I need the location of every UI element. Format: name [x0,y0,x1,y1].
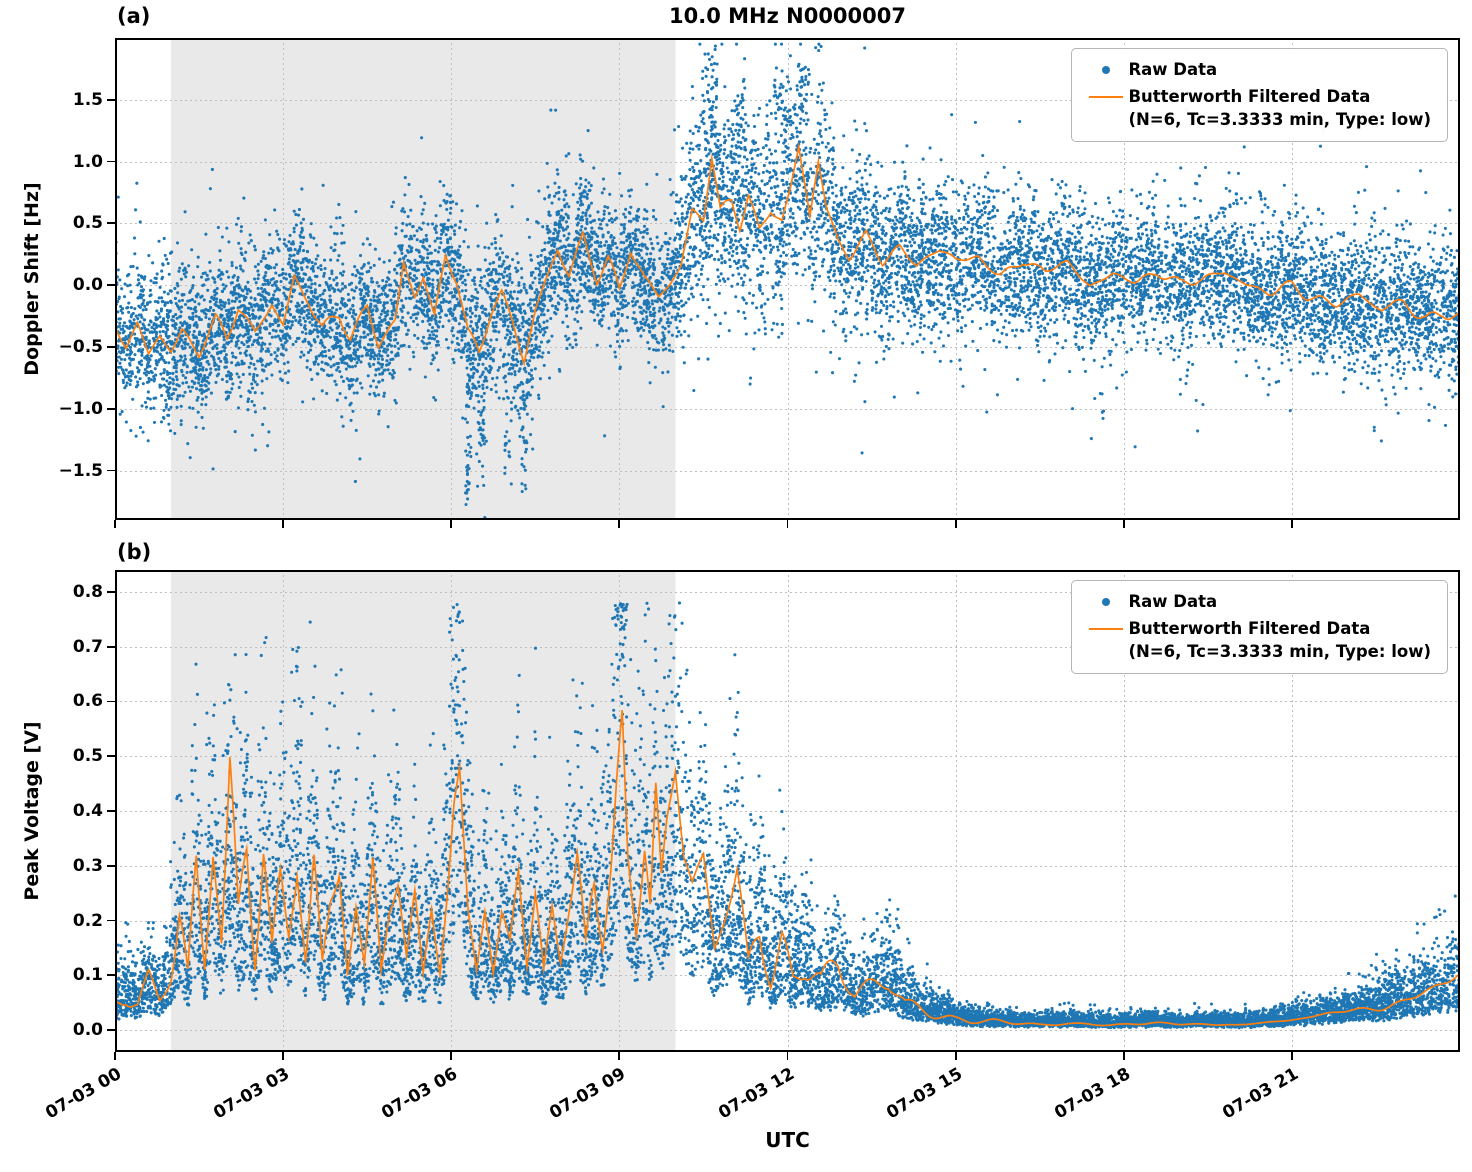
x-tick-mark [114,520,116,528]
filtered-data-legend-line1: Butterworth Filtered Data [1128,619,1371,639]
y-tick-mark [107,160,115,163]
x-tick-label: 07-03 09 [546,1064,630,1124]
filtered-data-legend-line2: (N=6, Tc=3.3333 min, Type: low) [1128,641,1431,661]
panel-b-legend: Raw Data Butterworth Filtered Data (N=6,… [1071,580,1448,674]
filtered-data-marker-icon [1089,628,1124,631]
y-tick-mark [107,974,115,977]
y-tick-label: 1.5 [72,89,103,110]
x-tick-label: 07-03 03 [210,1064,294,1124]
x-axis-label: UTC [765,1128,810,1152]
y-tick-mark [107,645,115,648]
y-tick-mark [107,919,115,922]
filtered-data-legend-line2: (N=6, Tc=3.3333 min, Type: low) [1128,109,1431,129]
x-tick-mark [1122,1052,1125,1060]
raw-data-marker-icon [1102,598,1111,606]
y-tick-label: 0.5 [72,213,103,234]
x-tick-mark [954,520,957,528]
x-tick-mark [114,1052,116,1060]
y-tick-mark [107,755,115,758]
x-tick-mark [1290,1052,1293,1060]
y-tick-label: 0.3 [72,855,103,876]
filtered-data-legend-line1: Butterworth Filtered Data [1128,87,1371,107]
y-tick-mark [107,284,115,287]
y-tick-mark [107,864,115,867]
panel-a-legend: Raw Data Butterworth Filtered Data (N=6,… [1071,48,1448,142]
y-tick-label: 0.7 [72,636,103,657]
x-tick-mark [282,520,285,528]
x-tick-mark [786,1052,789,1060]
filtered-data-legend-label: Butterworth Filtered Data (N=6, Tc=3.333… [1128,86,1431,131]
panel-b-label: (b) [117,540,152,564]
x-tick-label: 07-03 15 [882,1064,966,1124]
y-tick-mark [107,810,115,812]
y-tick-label: −0.5 [58,336,103,357]
y-tick-mark [107,407,115,410]
y-tick-label: 0.0 [72,275,103,296]
x-tick-mark [618,520,621,528]
chart-title: 10.0 MHz N0000007 [669,4,906,28]
y-tick-label: −1.5 [58,460,103,481]
y-tick-mark [107,1029,115,1031]
x-tick-mark [450,1052,453,1060]
y-tick-label: 0.2 [72,910,103,931]
y-tick-mark [107,222,115,225]
x-tick-mark [618,1052,621,1060]
raw-data-marker-icon [1102,66,1111,74]
y-tick-label: 0.5 [72,746,103,767]
raw-data-legend-label: Raw Data [1128,592,1218,611]
y-tick-mark [107,346,115,348]
raw-data-legend-label: Raw Data [1128,60,1218,79]
y-tick-label: 0.6 [72,691,103,712]
x-tick-mark [786,520,789,528]
y-tick-label: 0.0 [72,1020,103,1041]
x-tick-label: 07-03 12 [714,1064,798,1124]
y-tick-mark [107,98,115,101]
y-tick-label: 1.0 [72,151,103,172]
x-tick-label: 07-03 21 [1219,1064,1302,1124]
panel-a-label: (a) [117,4,151,28]
x-tick-label: 07-03 18 [1051,1064,1134,1124]
y-tick-mark [107,591,115,593]
x-tick-mark [450,520,453,528]
y-tick-label: 0.8 [72,581,103,602]
x-tick-label: 07-03 06 [378,1064,462,1124]
x-tick-mark [954,1052,957,1060]
y-tick-label: 0.1 [72,965,103,986]
filtered-data-legend-label: Butterworth Filtered Data (N=6, Tc=3.333… [1128,618,1431,663]
x-tick-mark [282,1052,285,1060]
filtered-data-marker-icon [1089,96,1124,99]
y-tick-label: 0.4 [72,801,103,821]
y-tick-mark [107,700,115,703]
x-tick-mark [1290,520,1293,528]
y-tick-mark [107,469,115,472]
x-tick-label: 07-03 00 [42,1064,125,1124]
y-tick-label: −1.0 [58,398,103,419]
x-tick-mark [1122,520,1125,528]
